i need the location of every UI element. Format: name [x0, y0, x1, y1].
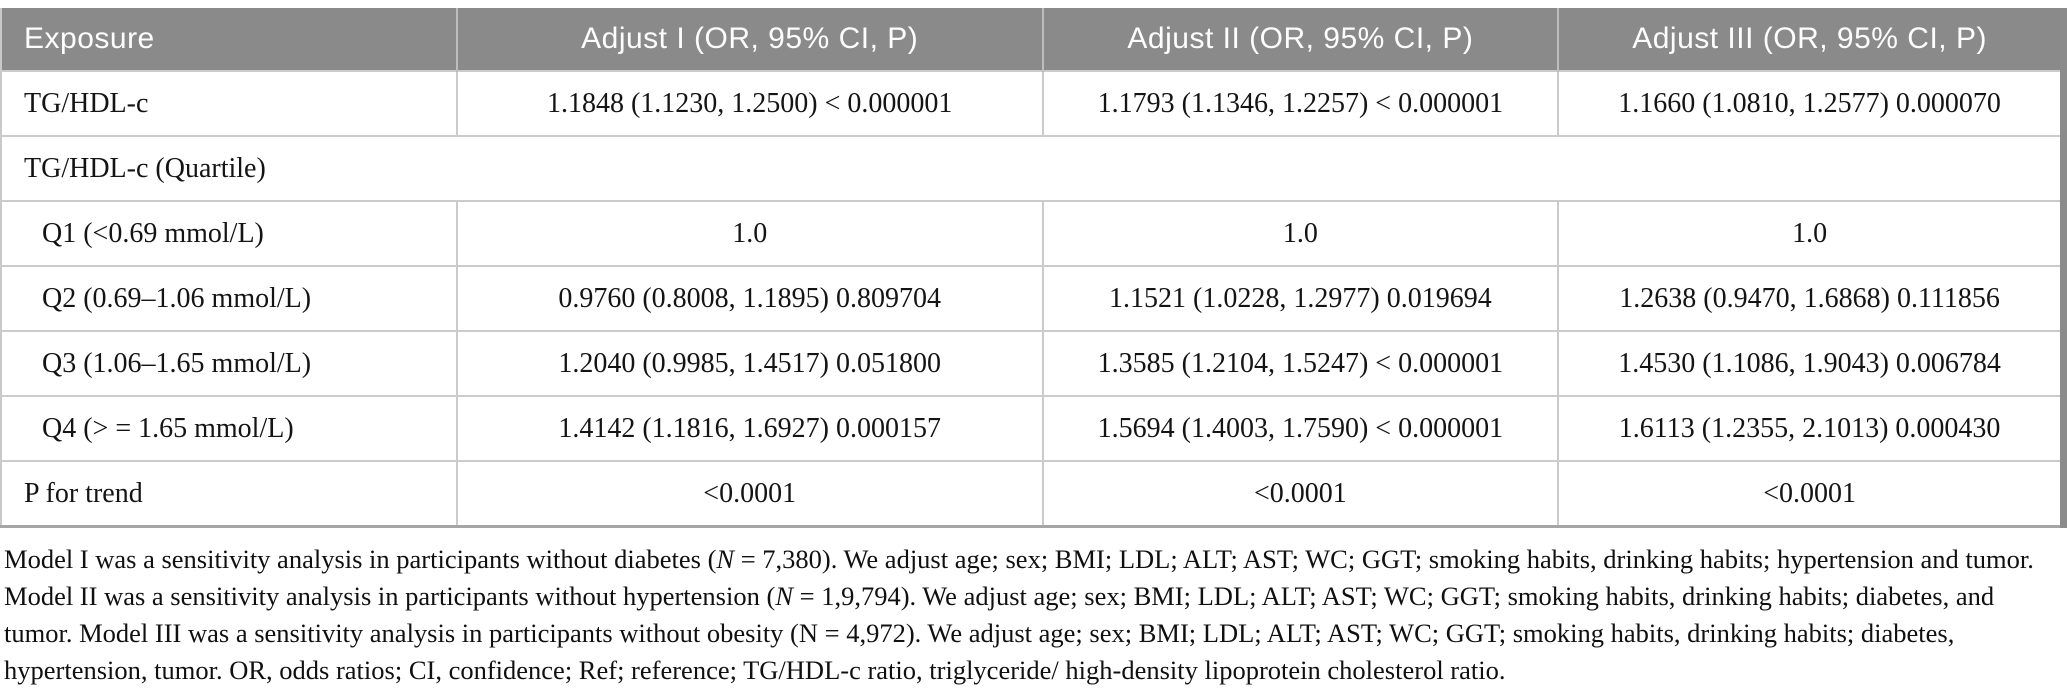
- footnote-segment: = 7,380). We adjust age; sex; BMI; LDL; …: [4, 544, 2034, 611]
- table-footnote: Model I was a sensitivity analysis in pa…: [0, 528, 2067, 689]
- value-cell: 1.0: [455, 200, 1043, 266]
- value-cell: 1.6113 (1.2355, 2.1013) 0.000430: [1557, 395, 2064, 461]
- results-table: Exposure Adjust I (OR, 95% CI, P) Adjust…: [0, 8, 2067, 528]
- table-row: Q2 (0.69–1.06 mmol/L) 0.9760 (0.8008, 1.1…: [1, 265, 2064, 331]
- column-header-exposure: Exposure: [1, 8, 457, 71]
- column-header-adjust-3: Adjust III (OR, 95% CI, P): [1557, 8, 2064, 71]
- table-body: TG/HDL-c 1.1848 (1.1230, 1.2500) < 0.0000…: [1, 70, 2064, 527]
- value-cell: 1.1848 (1.1230, 1.2500) < 0.000001: [455, 70, 1043, 136]
- column-header-adjust-2: Adjust II (OR, 95% CI, P): [1041, 8, 1559, 71]
- footnote-italic-segment: N: [775, 581, 793, 611]
- column-header-adjust-1: Adjust I (OR, 95% CI, P): [455, 8, 1043, 71]
- exposure-cell: Q3 (1.06–1.65 mmol/L): [1, 330, 457, 396]
- table-row: Q3 (1.06–1.65 mmol/L) 1.2040 (0.9985, 1.4…: [1, 330, 2064, 396]
- value-cell: 1.0: [1041, 200, 1559, 266]
- table-row: Q4 (> = 1.65 mmol/L) 1.4142 (1.1816, 1.69…: [1, 395, 2064, 461]
- exposure-cell: Q4 (> = 1.65 mmol/L): [1, 395, 457, 461]
- table-header-row: Exposure Adjust I (OR, 95% CI, P) Adjust…: [1, 8, 2064, 71]
- value-cell: <0.0001: [455, 460, 1043, 527]
- value-cell: 0.9760 (0.8008, 1.1895) 0.809704: [455, 265, 1043, 331]
- table-header: Exposure Adjust I (OR, 95% CI, P) Adjust…: [1, 8, 2064, 71]
- table-row: TG/HDL-c 1.1848 (1.1230, 1.2500) < 0.0000…: [1, 70, 2064, 136]
- value-cell: 1.0: [1557, 200, 2064, 266]
- value-cell: 1.1793 (1.1346, 1.2257) < 0.000001: [1041, 70, 1559, 136]
- value-cell: 1.3585 (1.2104, 1.5247) < 0.000001: [1041, 330, 1559, 396]
- value-cell: 1.5694 (1.4003, 1.7590) < 0.000001: [1041, 395, 1559, 461]
- value-cell: 1.4142 (1.1816, 1.6927) 0.000157: [455, 395, 1043, 461]
- footnote-italic-segment: N: [716, 544, 735, 574]
- value-cell: <0.0001: [1041, 460, 1559, 527]
- exposure-cell: TG/HDL-c: [1, 70, 457, 136]
- table-row: TG/HDL-c (Quartile): [1, 135, 2064, 201]
- footnote-segment: Model I was a sensitivity analysis in pa…: [4, 544, 717, 574]
- exposure-cell: TG/HDL-c (Quartile): [1, 135, 2064, 201]
- value-cell: 1.1660 (1.0810, 1.2577) 0.000070: [1557, 70, 2064, 136]
- exposure-cell: Q2 (0.69–1.06 mmol/L): [1, 265, 457, 331]
- table-row: Q1 (<0.69 mmol/L) 1.0 1.0 1.0: [1, 200, 2064, 266]
- value-cell: 1.2638 (0.9470, 1.6868) 0.111856: [1557, 265, 2064, 331]
- value-cell: 1.2040 (0.9985, 1.4517) 0.051800: [455, 330, 1043, 396]
- exposure-cell: Q1 (<0.69 mmol/L): [1, 200, 457, 266]
- value-cell: 1.4530 (1.1086, 1.9043) 0.006784: [1557, 330, 2064, 396]
- exposure-cell: P for trend: [1, 460, 457, 527]
- table-row: P for trend <0.0001 <0.0001 <0.0001: [1, 460, 2064, 527]
- value-cell: 1.1521 (1.0228, 1.2977) 0.019694: [1041, 265, 1559, 331]
- value-cell: <0.0001: [1557, 460, 2064, 527]
